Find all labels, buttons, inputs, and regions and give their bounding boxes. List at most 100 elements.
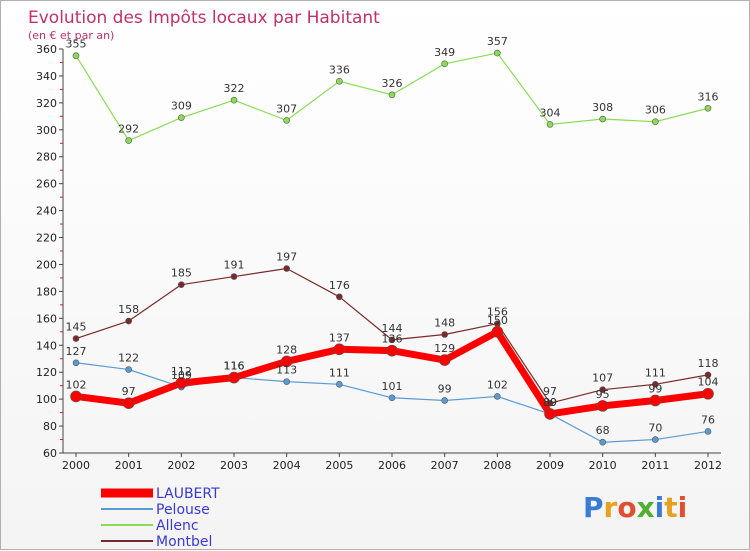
x-tick-label: 2007 — [431, 459, 459, 472]
point-laubert — [122, 397, 135, 409]
point-allenc — [388, 91, 396, 99]
data-label-pelouse: 122 — [118, 352, 139, 365]
y-tick-label: 200 — [36, 258, 57, 271]
data-label-pelouse: 113 — [276, 364, 297, 377]
point-montbel — [599, 386, 606, 394]
x-tick-label: 2004 — [273, 459, 301, 472]
data-label-montbel: 197 — [276, 251, 297, 264]
point-allenc — [599, 115, 606, 123]
point-allenc — [178, 114, 185, 121]
point-laubert — [333, 343, 346, 356]
point-pelouse — [72, 359, 80, 367]
series-layer — [70, 49, 714, 446]
data-label-allenc: 355 — [66, 38, 87, 51]
data-label-montbel: 191 — [224, 259, 245, 272]
data-label-montbel: 158 — [118, 303, 139, 316]
data-label-montbel: 107 — [592, 372, 613, 385]
point-laubert — [491, 325, 504, 338]
data-label-allenc: 309 — [171, 100, 192, 113]
data-label-montbel: 111 — [645, 366, 666, 379]
point-laubert — [544, 408, 556, 420]
data-label-laubert: 116 — [224, 360, 245, 373]
y-tick-label: 260 — [36, 178, 57, 191]
data-label-pelouse: 101 — [382, 380, 403, 393]
data-label-montbel: 156 — [487, 306, 508, 319]
y-tick-label: 340 — [36, 70, 57, 83]
data-label-pelouse: 89 — [543, 396, 557, 409]
x-tick-label: 2011 — [641, 459, 669, 472]
x-tick-label: 2002 — [167, 459, 195, 472]
x-tick-label: 2001 — [115, 459, 143, 472]
y-tick-label: 160 — [36, 312, 57, 325]
point-laubert — [596, 400, 609, 412]
data-label-pelouse: 102 — [487, 378, 508, 391]
chart-title: Evolution des Impôts locaux par Habitant — [28, 8, 380, 28]
point-allenc — [704, 104, 712, 112]
point-pelouse — [336, 381, 343, 388]
brand-letter: t — [664, 491, 677, 524]
brand-letter: i — [655, 491, 665, 524]
point-laubert — [386, 344, 398, 357]
data-label-laubert: 89 — [543, 396, 557, 409]
data-label-pelouse: 116 — [224, 360, 245, 373]
data-label-laubert: 99 — [648, 382, 662, 395]
y-tick-label: 180 — [36, 285, 57, 298]
y-tick-label: 320 — [36, 97, 57, 110]
data-label-allenc: 308 — [592, 101, 613, 114]
point-pelouse — [599, 438, 606, 446]
data-label-montbel: 145 — [66, 321, 87, 334]
y-tick-label: 140 — [36, 339, 57, 352]
data-labels: 355 292 309 322 307 336 326 349 357 304 308 306 316 1… — [66, 35, 719, 437]
point-pelouse — [652, 436, 659, 443]
point-laubert — [702, 387, 714, 400]
point-montbel — [230, 273, 238, 280]
data-label-allenc: 322 — [224, 82, 245, 95]
data-label-allenc: 306 — [645, 104, 666, 117]
data-label-montbel: 185 — [171, 267, 192, 280]
point-montbel — [125, 317, 132, 325]
proxiti-logo: Proxiti — [583, 491, 687, 524]
data-label-laubert: 112 — [171, 365, 192, 378]
point-allenc — [125, 137, 132, 144]
point-laubert — [280, 355, 293, 368]
x-tick-label: 2000 — [62, 459, 90, 472]
point-montbel — [72, 335, 80, 342]
data-label-montbel: 176 — [329, 279, 350, 292]
brand-letter: x — [637, 491, 655, 524]
data-label-laubert: 102 — [66, 378, 87, 391]
data-label-laubert: 137 — [329, 331, 350, 344]
x-tick-label: 2003 — [220, 459, 248, 472]
x-tick-label: 2008 — [483, 459, 511, 472]
data-label-laubert: 95 — [596, 388, 610, 401]
point-allenc — [72, 52, 80, 60]
x-tick-label: 2012 — [694, 459, 722, 472]
point-laubert — [228, 371, 240, 384]
point-montbel — [652, 381, 659, 388]
point-pelouse — [704, 428, 712, 435]
data-label-montbel: 118 — [698, 357, 719, 370]
point-allenc — [336, 78, 343, 85]
y-tick-label: 280 — [36, 151, 57, 164]
data-label-allenc: 307 — [276, 102, 297, 115]
data-label-laubert: 128 — [276, 343, 297, 356]
point-allenc — [652, 118, 659, 126]
data-label-pelouse: 109 — [171, 369, 192, 382]
point-pelouse — [441, 397, 448, 404]
x-tick-label: 2009 — [536, 459, 564, 472]
x-tick-label: 2010 — [589, 459, 617, 472]
data-label-allenc: 316 — [698, 90, 719, 103]
y-tick-label: 60 — [43, 447, 57, 460]
data-label-allenc: 349 — [434, 46, 455, 59]
point-montbel — [283, 265, 290, 272]
point-laubert — [70, 390, 82, 403]
point-montbel — [441, 331, 448, 338]
x-tick-label: 2005 — [325, 459, 353, 472]
y-tick-label: 360 — [36, 43, 57, 56]
chart-subtitle: (en € et par an) — [28, 29, 114, 42]
point-montbel — [178, 281, 185, 288]
point-laubert — [649, 394, 662, 407]
data-label-allenc: 304 — [540, 106, 561, 119]
